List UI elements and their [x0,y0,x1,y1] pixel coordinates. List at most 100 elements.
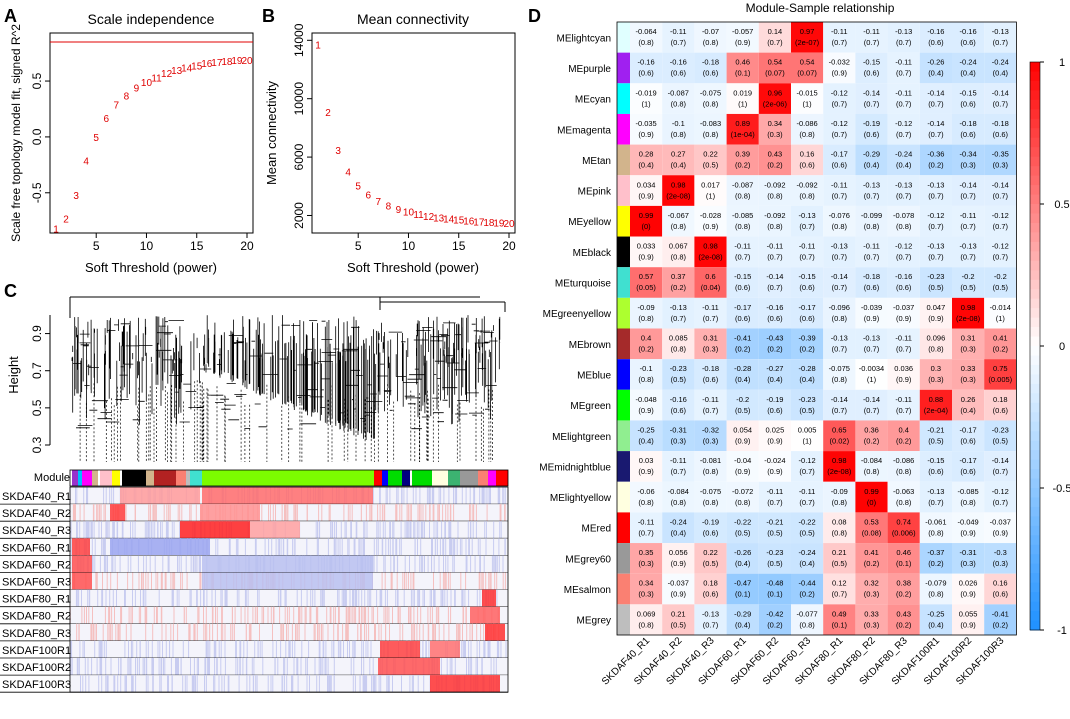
cell-correlation: 0.047 [927,303,946,312]
module-color-segment [460,470,478,486]
cell-correlation: -0.072 [732,487,753,496]
cell-correlation: -0.12 [992,242,1009,251]
colorbar-step [1030,156,1040,167]
cell-correlation: -0.067 [668,211,689,220]
module-row-swatch [617,604,630,635]
cell-pvalue: (0.7) [703,314,719,323]
cell-correlation: -0.14 [831,395,848,404]
heatmap-cell [984,297,1017,329]
cell-correlation: -0.11 [895,88,912,97]
cell-pvalue: (0.8) [703,38,719,47]
cell-pvalue: (0.2) [735,345,751,354]
cell-pvalue: (2e-06) [763,99,788,108]
heatmap-cell [887,22,920,53]
cell-pvalue: (0.2) [928,559,944,568]
heatmap-cell [758,144,791,176]
heatmap-cell [662,297,695,329]
power-point: 4 [83,156,89,167]
cell-correlation: -0.11 [831,27,848,36]
cell-correlation: -0.17 [734,303,751,312]
module-color-segment [478,470,488,486]
cell-pvalue: (0.7) [864,406,880,415]
cell-pvalue: (0.7) [993,38,1009,47]
heatmap-cell [823,389,856,421]
cell-correlation: 0.03 [639,456,654,465]
cell-pvalue: (0.8) [960,498,976,507]
cell-pvalue: (0.6) [928,38,944,47]
cell-pvalue: (0.2) [928,161,944,170]
cell-correlation: 0.069 [637,609,656,618]
cell-correlation: 0.36 [864,425,879,434]
cell-pvalue: (0.3) [960,345,976,354]
heatmap-cell [630,52,663,84]
cell-pvalue: (0.7) [896,406,912,415]
cell-pvalue: (0.4) [671,161,687,170]
sample-label: SKDAF60_R1 [2,542,71,554]
module-row-swatch [617,512,630,544]
cell-correlation: -0.1 [672,119,685,128]
cell-correlation: -0.13 [927,242,944,251]
colorbar-step [1030,327,1040,338]
cell-correlation: -0.076 [829,211,850,220]
heatmap-cell [984,481,1017,513]
colorbar-step [1030,393,1040,404]
module-color-segment [78,470,82,486]
module-row-label: MEgreenyellow [543,309,612,320]
heatmap-band [250,521,300,539]
power-point: 17 [473,217,485,228]
cell-pvalue: (0.4) [928,69,944,78]
cell-pvalue: (0.2) [671,283,687,292]
heatmap-cell [791,512,824,544]
cell-pvalue: (0.7) [799,498,815,507]
cell-correlation: -0.092 [764,180,785,189]
power-point: 7 [114,101,120,112]
cell-correlation: -0.048 [635,395,656,404]
cell-correlation: -0.29 [863,150,880,159]
heatmap-cell [984,267,1017,298]
heatmap-cell [919,573,952,605]
cell-pvalue: (0.9) [896,375,912,384]
heatmap-cell [823,267,856,298]
cell-correlation: -0.41 [992,609,1009,618]
cell-correlation: 0.98 [832,456,847,465]
dendrogram-top-merges [69,296,506,318]
heatmap-cell [887,573,920,605]
cell-correlation: 0.98 [671,180,686,189]
cell-pvalue: (0.4) [960,69,976,78]
module-row-swatch [617,297,630,329]
heatmap-cell [694,113,727,145]
cell-pvalue: (0.3) [864,590,880,599]
scale-independence-chart: Scale independence Soft Threshold (power… [9,11,254,275]
cell-pvalue: (0.7) [896,99,912,108]
cell-pvalue: (0.5) [993,283,1009,292]
heatmap-cell [823,604,856,635]
module-color-segment [448,470,460,486]
sample-label: SKDAF80_R2 [2,611,71,623]
heatmap-cell [726,389,759,421]
module-color-segment [92,470,98,486]
cell-correlation: -0.063 [893,487,914,496]
cell-pvalue: (0.7) [960,253,976,262]
cell-pvalue: (0.006) [892,528,916,537]
cell-pvalue: (0.9) [671,559,687,568]
heatmap-cell [887,144,920,176]
chart-b-plot-frame [311,32,516,234]
module-row-swatch [617,481,630,513]
heatmap-cell [662,144,695,176]
cell-pvalue: (0.02) [830,436,850,445]
cell-correlation: 0.3 [931,364,941,373]
heatmap-band [200,504,260,522]
cell-pvalue: (0.6) [671,69,687,78]
cell-correlation: -0.037 [668,579,689,588]
module-row-swatch [617,83,630,114]
cell-correlation: -0.06 [638,487,655,496]
cell-correlation: -0.11 [895,334,912,343]
heatmap-cell [662,175,695,206]
chart-a-plot-frame [49,32,254,234]
cell-correlation: -0.15 [927,456,944,465]
power-point: 13 [433,213,445,224]
colorbar-step [1030,421,1040,432]
heatmap-cell [791,604,824,635]
cell-pvalue: (0.7) [671,467,687,476]
